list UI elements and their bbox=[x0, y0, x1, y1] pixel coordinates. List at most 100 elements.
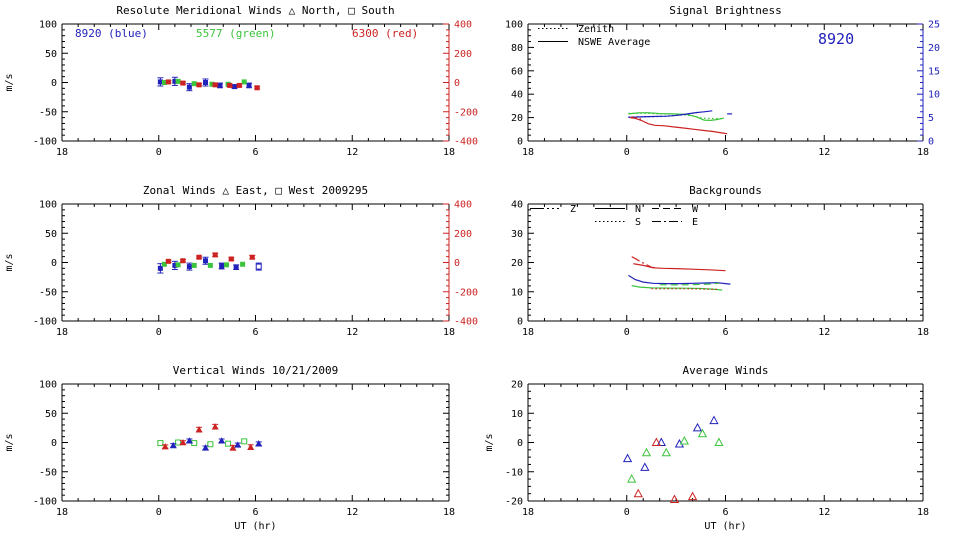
svg-text:12: 12 bbox=[818, 147, 830, 158]
svg-text:N: N bbox=[635, 204, 641, 215]
svg-text:18: 18 bbox=[917, 507, 929, 518]
svg-text:20: 20 bbox=[511, 380, 523, 391]
series-meridional-winds-8920 bbox=[157, 76, 253, 92]
panel-meridional-winds-chart: 18 0 6 12 18 100 50 0 -50 -100 400 200 0 -200 -400 6300… bbox=[4, 4, 478, 159]
svg-text:0: 0 bbox=[156, 147, 162, 158]
svg-text:10: 10 bbox=[511, 287, 523, 298]
series-backgrounds-blue-mid bbox=[628, 274, 731, 285]
svg-text:12: 12 bbox=[346, 327, 358, 338]
svg-text:W: W bbox=[692, 204, 699, 215]
annotation-8920: 8920 bbox=[818, 30, 854, 48]
svg-text:12: 12 bbox=[818, 327, 830, 338]
svg-text:6: 6 bbox=[252, 147, 258, 158]
series-signal-brightness-red-zenith bbox=[631, 116, 644, 121]
svg-text:NSWE Average: NSWE Average bbox=[578, 37, 650, 48]
svg-text:-400: -400 bbox=[454, 317, 478, 328]
svg-text:0: 0 bbox=[624, 507, 630, 518]
series-meridional-winds-6300 bbox=[165, 79, 261, 91]
svg-text:-20: -20 bbox=[505, 497, 523, 508]
series-zonal-winds-6300 bbox=[165, 252, 256, 264]
svg-text:30: 30 bbox=[511, 229, 523, 240]
svg-text:18: 18 bbox=[522, 507, 534, 518]
svg-text:400: 400 bbox=[454, 20, 472, 31]
svg-text:-100: -100 bbox=[33, 137, 57, 148]
svg-text:-400: -400 bbox=[454, 137, 478, 148]
svg-text:18: 18 bbox=[56, 507, 68, 518]
svg-text:0: 0 bbox=[517, 317, 523, 328]
series-average-winds-6300 bbox=[633, 437, 698, 504]
svg-text:0: 0 bbox=[624, 147, 630, 158]
svg-text:-50: -50 bbox=[39, 107, 57, 118]
svg-text:Z: Z bbox=[570, 204, 576, 215]
svg-text:10: 10 bbox=[511, 409, 523, 420]
annotation-5577: 5577 (green) bbox=[196, 27, 275, 40]
svg-text:100: 100 bbox=[39, 380, 57, 391]
svg-text:6: 6 bbox=[252, 507, 258, 518]
svg-text:20: 20 bbox=[928, 43, 940, 54]
svg-text:-200: -200 bbox=[454, 287, 478, 298]
svg-text:0: 0 bbox=[454, 258, 460, 269]
svg-text:-50: -50 bbox=[39, 467, 57, 478]
svg-text:12: 12 bbox=[818, 507, 830, 518]
svg-text:18: 18 bbox=[443, 507, 455, 518]
axes-vertical-winds: 18 0 6 12 18 100 50 0 -50 -100 bbox=[33, 380, 455, 519]
legend-backgrounds: Z N W S E bbox=[530, 204, 699, 228]
series-backgrounds-red-upper bbox=[633, 263, 726, 272]
svg-text:0: 0 bbox=[517, 137, 523, 148]
series-average-winds-8920 bbox=[622, 415, 719, 471]
svg-text:0: 0 bbox=[517, 438, 523, 449]
series-vertical-winds-8920 bbox=[169, 437, 263, 451]
panel-title: Vertical Winds 10/21/2009 bbox=[173, 364, 339, 377]
axes-meridional-winds: 18 0 6 12 18 100 50 0 -50 -100 400 200 0 -200 -400 6300… bbox=[33, 20, 478, 159]
series-zonal-winds-8920 bbox=[157, 256, 240, 274]
svg-text:S: S bbox=[635, 217, 641, 228]
svg-text:10: 10 bbox=[928, 90, 940, 101]
panel-title: Zonal Winds △ East, □ West 2009295 bbox=[143, 184, 368, 197]
series-backgrounds-green-low bbox=[631, 285, 723, 291]
svg-text:50: 50 bbox=[45, 49, 57, 60]
svg-text:-50: -50 bbox=[39, 287, 57, 298]
svg-text:200: 200 bbox=[454, 49, 472, 60]
legend-signal-brightness: Zenith NSWE Average bbox=[538, 24, 650, 48]
svg-text:15: 15 bbox=[928, 66, 940, 77]
svg-text:100: 100 bbox=[39, 200, 57, 211]
series-signal-brightness-red-nswe bbox=[629, 117, 728, 135]
svg-text:25: 25 bbox=[928, 20, 940, 31]
x-axis-label: UT (hr) bbox=[704, 521, 746, 532]
svg-text:0: 0 bbox=[51, 438, 57, 449]
svg-text:6: 6 bbox=[722, 327, 728, 338]
series-vertical-winds-6300 bbox=[161, 423, 255, 451]
svg-text:18: 18 bbox=[917, 147, 929, 158]
svg-text:0: 0 bbox=[156, 507, 162, 518]
svg-text:50: 50 bbox=[45, 229, 57, 240]
panel-average-winds-chart: 18 0 6 12 18 20 10 0 -10 -20 Average Winds m/s UT (h… bbox=[484, 364, 929, 532]
y-axis-label: m/s bbox=[4, 73, 15, 91]
panel-vertical-winds-chart: 18 0 6 12 18 100 50 0 -50 -100 Vertical Winds 10/2… bbox=[4, 364, 455, 532]
svg-text:18: 18 bbox=[443, 147, 455, 158]
panel-title: Backgrounds bbox=[689, 184, 762, 197]
svg-text:50: 50 bbox=[45, 409, 57, 420]
axes-zonal-winds: 18061218100500-50-1004002000-200-4006300… bbox=[33, 200, 478, 339]
panel-title: Average Winds bbox=[682, 364, 768, 377]
svg-text:100: 100 bbox=[505, 20, 523, 31]
svg-text:18: 18 bbox=[443, 327, 455, 338]
y-axis-label: m/s bbox=[484, 433, 495, 451]
svg-text:-200: -200 bbox=[454, 107, 478, 118]
svg-text:20: 20 bbox=[511, 113, 523, 124]
svg-text:0: 0 bbox=[51, 258, 57, 269]
annotation-6300: 6300 (red) bbox=[352, 27, 418, 40]
svg-text:5: 5 bbox=[928, 113, 934, 124]
series-backgrounds-red-low bbox=[651, 288, 719, 290]
svg-text:Zenith: Zenith bbox=[578, 24, 614, 35]
svg-text:6: 6 bbox=[722, 147, 728, 158]
svg-text:18: 18 bbox=[522, 327, 534, 338]
svg-text:20: 20 bbox=[511, 258, 523, 269]
svg-text:12: 12 bbox=[346, 147, 358, 158]
panel-title: Resolute Meridional Winds △ North, □ Sou… bbox=[116, 4, 394, 17]
svg-text:18: 18 bbox=[56, 147, 68, 158]
panel-zonal-winds-chart: 18061218100500-50-1004002000-200-4006300… bbox=[4, 184, 478, 339]
